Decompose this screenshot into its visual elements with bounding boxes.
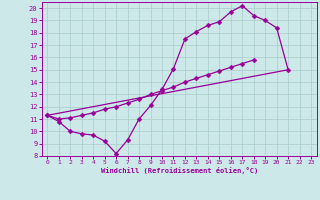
X-axis label: Windchill (Refroidissement éolien,°C): Windchill (Refroidissement éolien,°C) [100, 167, 258, 174]
